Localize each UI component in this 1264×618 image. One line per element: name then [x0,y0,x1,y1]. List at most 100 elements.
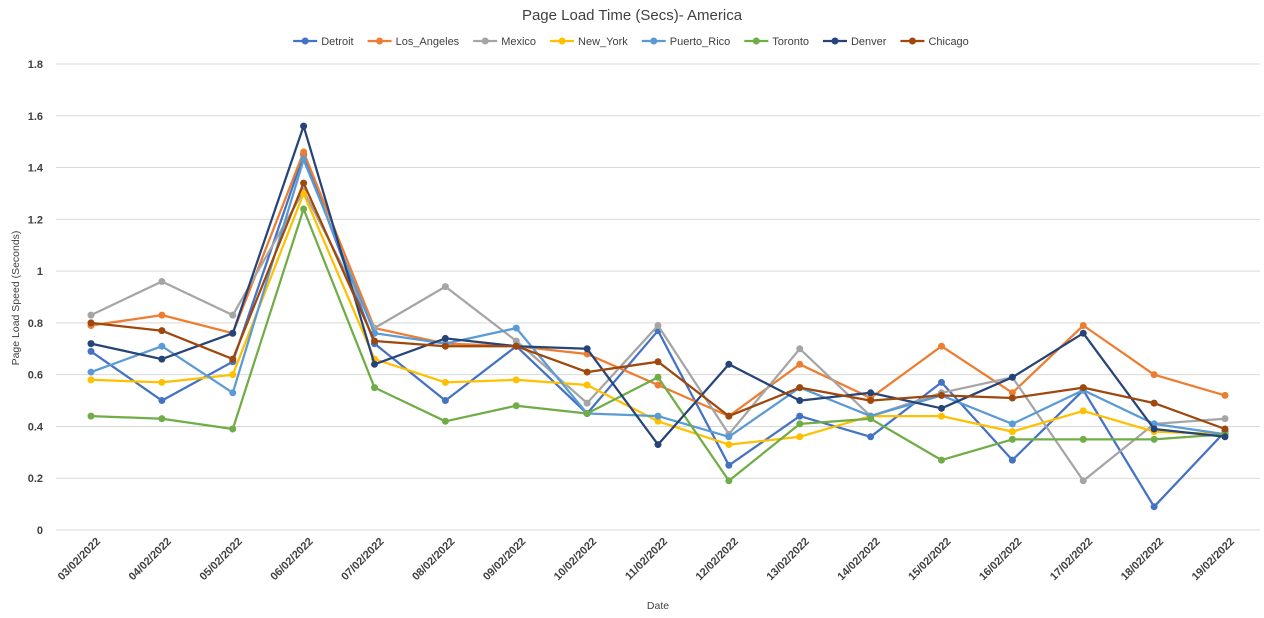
legend-label: Toronto [772,36,809,48]
legend-label: Mexico [501,36,536,48]
data-point [300,179,308,187]
x-tick-label: 03/02/2022 [56,536,103,583]
data-point [87,319,95,327]
series-line [90,181,1226,431]
y-axis-ticks: 0 0.2 0.4 0.6 0.8 1 1.2 1.4 1.6 1.8 [28,59,44,537]
data-point [371,384,378,392]
data-point [796,384,804,392]
data-point [87,340,95,348]
data-point [1221,433,1229,441]
data-point [1079,321,1087,329]
data-point [1150,371,1158,379]
data-point [158,378,166,386]
legend-marker [650,37,658,45]
data-point [938,391,945,399]
legend-marker [301,37,309,45]
data-point [725,412,733,420]
data-point [1150,503,1158,511]
data-point [441,417,449,425]
data-point [1008,394,1016,402]
legend-item: Toronto [744,36,809,48]
data-point [158,342,166,350]
data-point [938,412,945,420]
legend-item: Los_Angeles [367,36,460,48]
data-point [583,410,591,417]
legend-label: Chicago [928,36,968,48]
y-tick-label: 0.6 [28,370,43,382]
x-axis-label: Date [647,600,669,612]
data-point [158,327,166,335]
data-point [796,420,804,428]
data-point [654,358,662,366]
data-point [725,477,733,485]
x-tick-label: 13/02/2022 [764,536,811,583]
data-point [300,189,308,197]
data-point [938,378,945,386]
data-point [441,334,449,342]
data-point [1221,425,1229,433]
data-point [300,122,308,130]
data-point [1150,425,1158,433]
data-point [1221,415,1229,423]
legend-label: Puerto_Rico [670,36,731,48]
data-point [725,433,733,441]
legend-item: Mexico [473,36,536,48]
x-tick-label: 18/02/2022 [1119,536,1166,583]
data-point [87,347,95,355]
data-point [654,373,662,381]
data-point [867,433,875,441]
legend-item: Detroit [293,36,354,48]
x-tick-label: 06/02/2022 [268,536,315,583]
legend-item: Chicago [900,36,969,48]
data-point [725,441,733,449]
series-puerto-rico [87,156,1229,441]
chart-title: Page Load Time (Secs)- America [522,7,743,24]
data-point [654,412,662,420]
data-point [1221,391,1229,399]
data-point [938,342,945,350]
data-point [796,433,804,441]
data-point [867,397,875,405]
data-point [229,355,237,363]
data-point [796,345,804,353]
data-point [1079,384,1087,392]
data-point [796,360,804,368]
data-point [158,311,166,319]
data-point [229,371,237,379]
data-point [867,415,875,423]
data-point [1150,399,1158,407]
series-line [90,189,1226,482]
x-tick-label: 08/02/2022 [410,536,457,583]
data-point [87,311,95,319]
series-chicago [87,179,1229,433]
legend-marker [908,37,916,45]
data-point [441,342,449,350]
legend-label: New_York [578,36,628,48]
y-tick-label: 0.4 [28,421,44,433]
y-axis-label: Page Load Speed (Seconds) [10,231,22,366]
x-tick-label: 19/02/2022 [1190,536,1237,583]
data-point [158,415,166,423]
data-point [512,324,520,332]
x-tick-label: 05/02/2022 [197,536,244,583]
data-point [441,378,449,386]
x-tick-label: 14/02/2022 [835,536,882,583]
series-detroit [87,151,1229,511]
data-point [938,456,945,464]
legend-item: Denver [822,36,887,48]
data-point [1008,420,1016,428]
data-point [1150,435,1158,443]
data-point [654,417,662,425]
data-point [300,156,308,164]
y-tick-label: 1.8 [28,59,43,71]
data-point [1079,329,1087,337]
data-point [229,329,237,337]
data-point [300,148,308,156]
x-tick-label: 15/02/2022 [906,536,953,583]
data-point [583,345,591,353]
data-point [87,368,95,376]
x-axis-ticks: 03/02/2022 04/02/2022 05/02/2022 06/02/2022… [56,536,1237,583]
legend: Detroit Los_Angeles Mexico New_York Puerto_R… [293,36,969,48]
y-tick-label: 1.2 [28,214,43,226]
legend-marker [376,37,384,45]
